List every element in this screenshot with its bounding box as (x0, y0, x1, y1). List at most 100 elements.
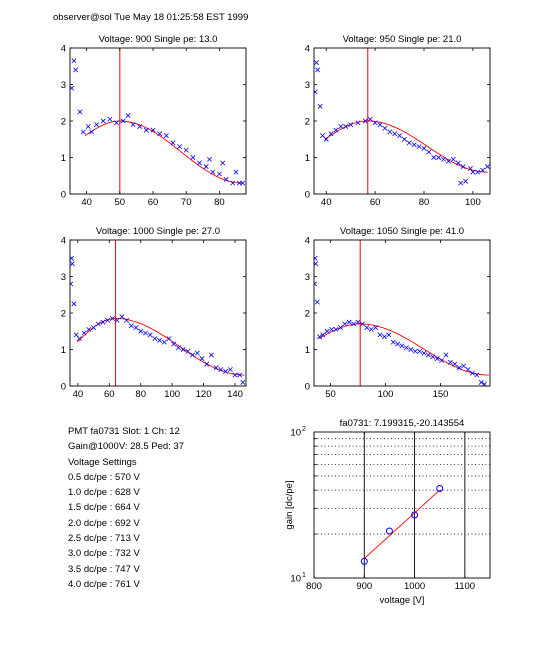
data-point (70, 261, 75, 267)
data-point (157, 337, 163, 343)
data-point (240, 379, 246, 385)
data-point-stroke (125, 113, 131, 119)
data-point-stroke (364, 325, 370, 331)
data-point (467, 165, 473, 171)
data-point-stroke (439, 357, 445, 363)
data-point (475, 169, 481, 175)
data-point (71, 58, 77, 64)
data-point-stroke (401, 136, 407, 142)
data-point-stroke (480, 167, 486, 173)
data-point-stroke (315, 67, 321, 73)
data-point-stroke (73, 332, 79, 338)
data-point-stroke (461, 363, 467, 369)
data-point-stroke (430, 354, 436, 360)
data-point-stroke (392, 131, 398, 137)
data-point (317, 334, 322, 340)
data-point-stroke (343, 123, 349, 129)
data-point-stroke (147, 332, 153, 338)
data-point (233, 169, 239, 175)
data-point (124, 317, 130, 323)
data-point (223, 368, 229, 374)
data-point (390, 339, 396, 345)
data-point (89, 129, 95, 135)
data-point-stroke (71, 301, 77, 307)
data-point-stroke (185, 348, 191, 354)
y-axis-label: gain [dc/pe] (284, 480, 295, 529)
data-point-stroke (355, 120, 361, 126)
data-point-stroke (163, 133, 169, 139)
data-point (355, 120, 361, 126)
data-point (355, 319, 361, 325)
data-point-stroke (208, 352, 214, 358)
data-point-stroke (455, 160, 461, 166)
data-point-stroke (387, 129, 393, 135)
data-point (180, 347, 186, 352)
x-tick-label: 120 (196, 389, 212, 400)
plot-area (70, 58, 246, 186)
data-point-stroke (142, 330, 148, 336)
data-point-stroke (314, 281, 318, 285)
data-point (445, 158, 451, 164)
data-point (367, 116, 373, 122)
y-tick-label: 3 (305, 80, 310, 91)
data-point (223, 176, 229, 182)
plot-frame (69, 47, 247, 195)
data-point-stroke (377, 332, 383, 338)
voltage-setting: 2.0 dc/pe : 692 V (68, 517, 140, 529)
x-tick-label: 60 (148, 197, 159, 208)
data-point-stroke (425, 352, 431, 358)
data-point-stroke (314, 60, 319, 66)
data-point-stroke (470, 169, 476, 175)
plot-frame (313, 239, 491, 387)
data-point (351, 321, 357, 327)
data-point (359, 321, 365, 327)
y-tick-label: 4 (305, 236, 310, 247)
data-point (240, 180, 246, 186)
data-point (401, 136, 407, 142)
data-point (399, 343, 405, 349)
data-point-stroke (478, 379, 484, 385)
data-point (81, 330, 87, 336)
y-tick-label: 0 (305, 190, 310, 201)
plot-frame (69, 239, 247, 387)
data-point-stroke (359, 321, 365, 327)
gain-line: Gain@1000V: 28.5 Ped: 37 (68, 441, 184, 453)
data-point-stroke (114, 120, 119, 126)
y-tick-label: 0 (305, 382, 310, 393)
y-tick-label: 3 (305, 272, 310, 283)
data-point-stroke (320, 133, 326, 139)
data-point (91, 325, 97, 331)
data-point (431, 155, 437, 160)
data-point (434, 356, 440, 362)
chart-title: Voltage: 1050 Single pe: 41.0 (340, 226, 464, 237)
fit-curve (324, 120, 488, 173)
y-tick-label: 2 (61, 117, 66, 128)
data-point-stroke (138, 328, 144, 334)
data-point (107, 116, 113, 122)
y-tick-label: 4 (61, 44, 66, 55)
y-tick-label: 10 (290, 428, 301, 439)
y-tick-label: 2 (305, 309, 310, 320)
data-point (105, 317, 111, 323)
data-point (76, 336, 82, 342)
data-point (470, 169, 476, 175)
data-point (387, 129, 393, 135)
data-point-stroke (397, 133, 403, 139)
data-point-stroke (377, 122, 383, 128)
data-point (478, 379, 484, 385)
y-tick-label: 1 (61, 153, 66, 164)
data-point-stroke (412, 348, 418, 354)
data-point (343, 123, 349, 129)
data-point-stroke (362, 118, 368, 124)
data-point (150, 127, 156, 133)
data-point-stroke (232, 372, 238, 378)
data-point (417, 348, 423, 354)
data-point-stroke (107, 116, 113, 122)
data-point-stroke (230, 180, 236, 186)
data-point (381, 334, 387, 340)
data-point (157, 131, 163, 137)
data-point-stroke (223, 368, 229, 374)
data-point-stroke (390, 339, 396, 345)
x-tick-label: 40 (73, 389, 84, 400)
data-point-stroke (314, 255, 318, 260)
